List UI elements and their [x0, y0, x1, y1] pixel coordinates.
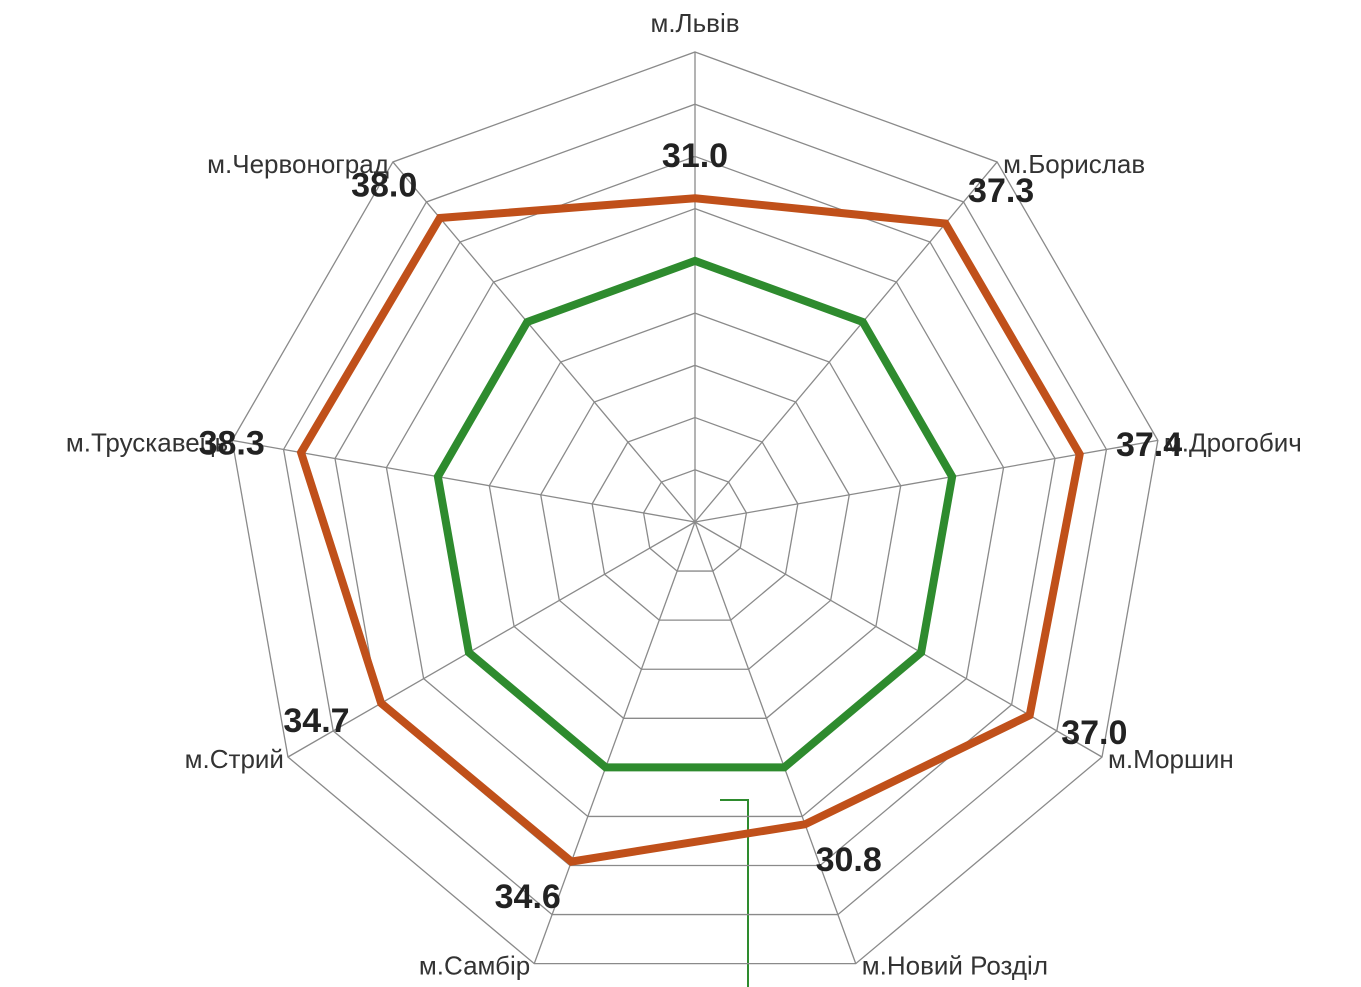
category-label: м.Стрий — [185, 744, 284, 774]
spoke — [232, 439, 696, 523]
spoke — [287, 521, 696, 758]
data-label: 38.3 — [199, 425, 265, 463]
data-label: 34.7 — [283, 702, 349, 740]
data-label: 34.6 — [495, 878, 561, 916]
grid-ring — [282, 103, 1108, 916]
data-label: 37.3 — [968, 172, 1034, 210]
category-label: м.Дрогобич — [1164, 427, 1302, 457]
data-label: 37.4 — [1116, 426, 1182, 464]
grid-ring — [334, 155, 1056, 867]
grid-ring — [591, 416, 799, 621]
data-label: 31.0 — [662, 137, 728, 175]
data-label: 37.0 — [1061, 714, 1127, 752]
grid-ring — [231, 51, 1159, 965]
spoke — [392, 161, 696, 523]
grid-ring — [642, 469, 748, 572]
annotation-line — [720, 799, 749, 987]
category-label: м.Львів — [650, 8, 739, 38]
category-label: м.Самбір — [419, 951, 530, 981]
category-label: м.Борислав — [1003, 149, 1145, 179]
category-label: м.Трускавець — [66, 427, 228, 457]
series-line — [296, 194, 1084, 866]
grid-ring — [540, 364, 850, 670]
grid-ring — [488, 312, 902, 719]
spoke — [694, 521, 857, 964]
grid-ring — [385, 207, 1005, 818]
category-label: м.Моршин — [1108, 744, 1234, 774]
category-label: м.Новий Розділ — [862, 951, 1048, 981]
spoke — [533, 521, 696, 964]
series-line — [433, 256, 957, 772]
category-label: м.Червоноград — [207, 149, 389, 179]
data-label: 30.8 — [816, 841, 882, 879]
spoke — [694, 521, 1103, 758]
spoke — [694, 439, 1158, 523]
data-label: 38.0 — [351, 166, 417, 204]
